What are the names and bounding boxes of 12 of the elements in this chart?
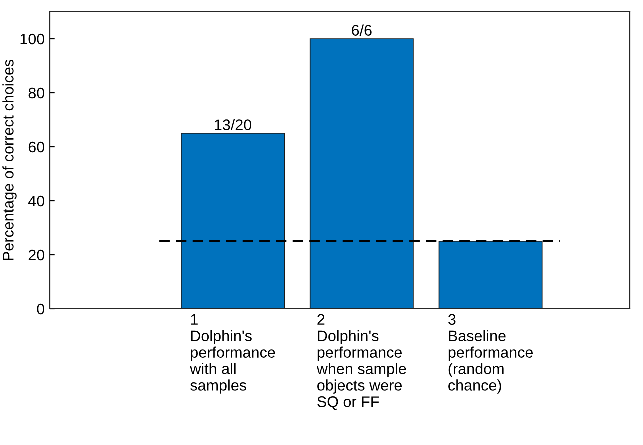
y-tick-label: 40 xyxy=(28,196,45,207)
y-tick-label: 20 xyxy=(28,250,45,261)
y-tick-label: 60 xyxy=(28,142,45,153)
x-tick-label: 3 Baseline performance (random chance) xyxy=(448,314,534,394)
annotation: 13/20 xyxy=(215,119,252,130)
y-tick-label: 80 xyxy=(28,88,45,99)
annotation: 6/6 xyxy=(352,24,372,36)
x-tick-label: 2 Dolphin's performance when sample objects were SQ or FF xyxy=(316,314,406,410)
y-tick-label: 100 xyxy=(20,34,45,45)
y-tick-label: 0 xyxy=(37,304,45,315)
x-tick-label: 1 Dolphin's performance with all samples xyxy=(190,314,276,394)
y-axis-title: Percentage of correct choices xyxy=(2,60,17,260)
